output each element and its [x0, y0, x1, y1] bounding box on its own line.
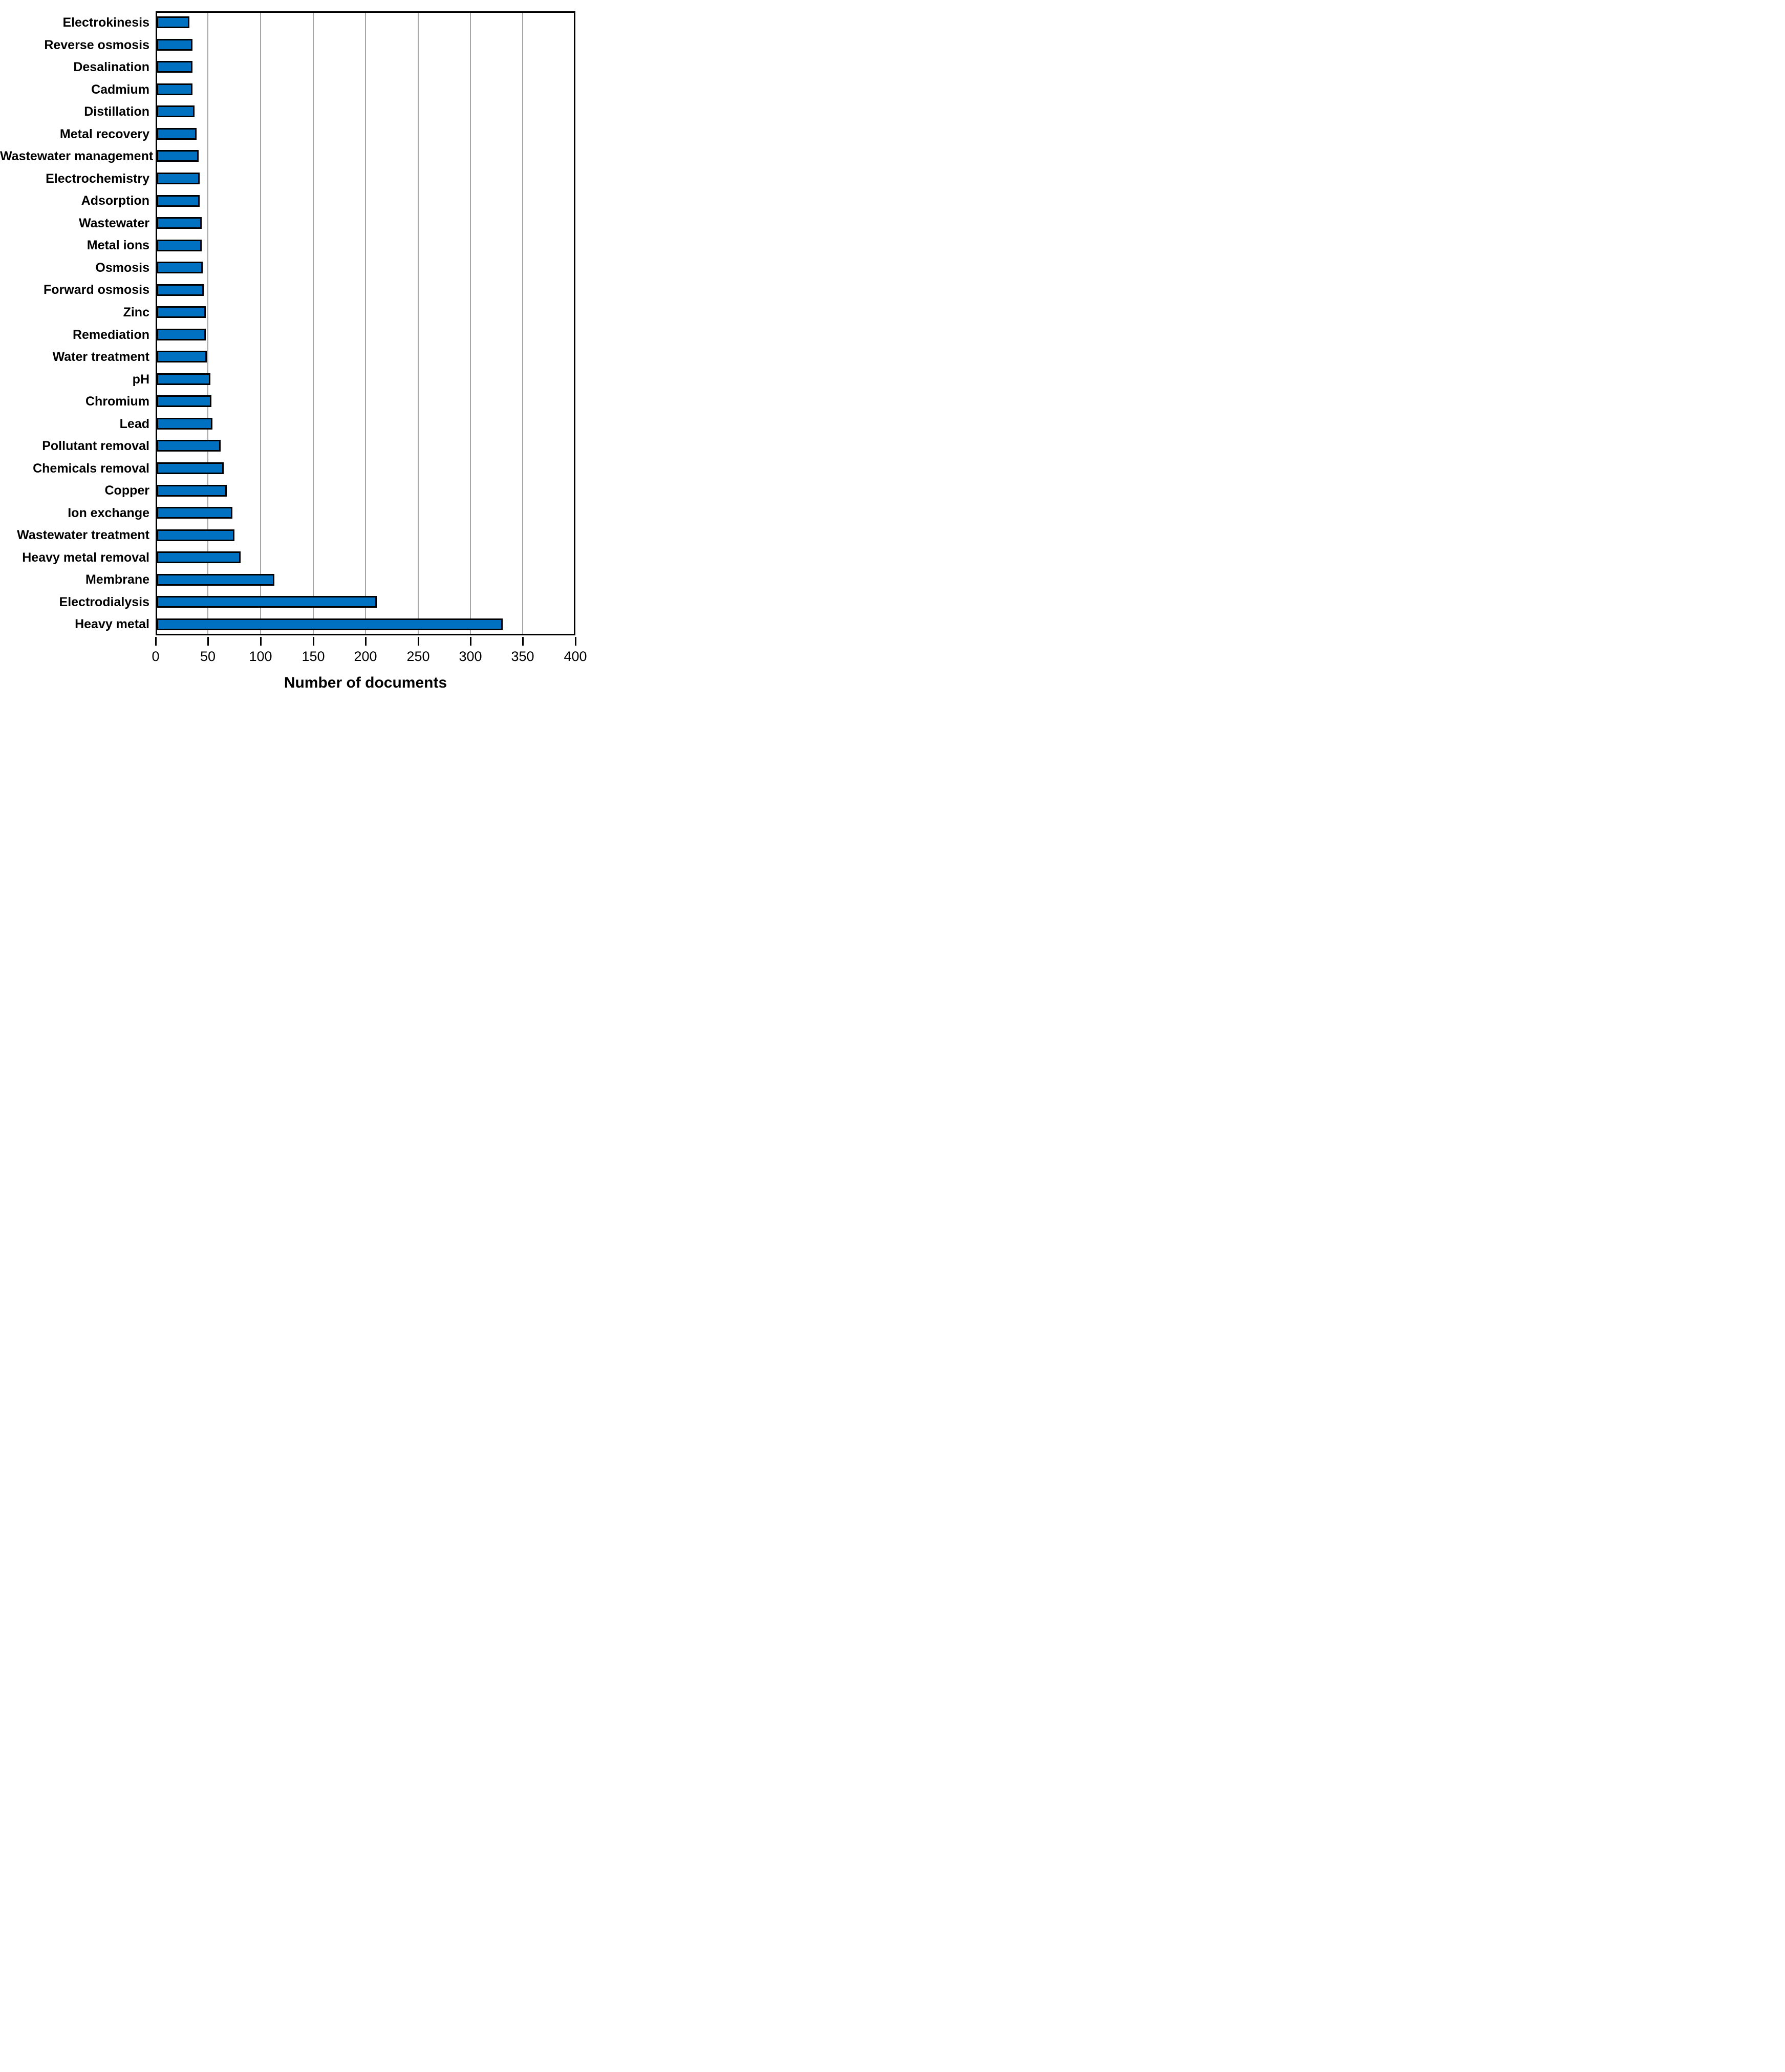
bar-metal-recovery: [157, 128, 197, 140]
bar-osmosis: [157, 262, 203, 273]
bar-chemicals-removal: [157, 462, 224, 474]
bar-chromium: [157, 395, 211, 407]
x-tick-label-250: 250: [406, 649, 430, 664]
category-label-ion-exchange: Ion exchange: [68, 506, 149, 520]
category-label-heavy-metal: Heavy metal: [75, 617, 149, 631]
bar-wastewater-management: [157, 150, 199, 162]
gridline-200: [365, 13, 366, 634]
bar-reverse-osmosis: [157, 39, 192, 51]
category-label-zinc: Zinc: [123, 305, 149, 319]
gridline-250: [418, 13, 419, 634]
category-label-water-treatment: Water treatment: [52, 350, 149, 364]
x-tick-label-200: 200: [354, 649, 377, 664]
bar-copper: [157, 485, 227, 497]
category-label-osmosis: Osmosis: [95, 261, 149, 275]
category-label-electrochemistry: Electrochemistry: [46, 172, 149, 186]
gridline-350: [522, 13, 523, 634]
x-tick-label-50: 50: [200, 649, 216, 664]
bar-ph: [157, 373, 210, 385]
bar-remediation: [157, 329, 206, 340]
bar-metal-ions: [157, 240, 202, 251]
x-tick-label-100: 100: [249, 649, 272, 664]
bar-heavy-metal: [157, 618, 503, 630]
category-label-wastewater: Wastewater: [78, 216, 149, 230]
category-label-forward-osmosis: Forward osmosis: [44, 283, 149, 297]
bar-membrane: [157, 574, 274, 586]
category-label-desalination: Desalination: [73, 60, 149, 74]
bar-forward-osmosis: [157, 284, 204, 296]
bar-zinc: [157, 306, 206, 318]
category-label-remediation: Remediation: [72, 328, 149, 342]
plot-area: [156, 11, 575, 635]
category-label-reverse-osmosis: Reverse osmosis: [44, 38, 149, 52]
x-tick-mark-350: [522, 637, 524, 646]
bar-wastewater-treatment: [157, 529, 234, 541]
category-label-wastewater-treatment: Wastewater treatment: [17, 528, 149, 542]
x-tick-mark-0: [155, 637, 157, 646]
x-tick-mark-400: [575, 637, 576, 646]
bar-distillation: [157, 105, 195, 117]
x-tick-mark-100: [260, 637, 262, 646]
bar-electrodialysis: [157, 596, 377, 608]
bar-cadmium: [157, 83, 192, 95]
x-tick-mark-250: [418, 637, 419, 646]
bar-pollutant-removal: [157, 440, 221, 452]
category-label-lead: Lead: [119, 417, 149, 431]
category-label-copper: Copper: [104, 483, 150, 498]
x-axis-title: Number of documents: [284, 674, 447, 691]
category-label-metal-recovery: Metal recovery: [59, 127, 149, 141]
x-tick-label-0: 0: [152, 649, 160, 664]
category-label-electrokinesis: Electrokinesis: [62, 15, 149, 30]
bar-heavy-metal-removal: [157, 551, 241, 563]
x-tick-mark-200: [365, 637, 367, 646]
gridline-50: [207, 13, 208, 634]
category-label-ph: pH: [132, 372, 149, 387]
bar-water-treatment: [157, 351, 207, 362]
bar-electrochemistry: [157, 173, 200, 184]
category-label-cadmium: Cadmium: [91, 82, 149, 97]
category-label-chromium: Chromium: [85, 394, 149, 409]
category-axis-labels: Electrokinesis Reverse osmosis Desalinatio…: [0, 11, 156, 635]
bar-adsorption: [157, 195, 200, 207]
bar-wastewater: [157, 217, 202, 229]
x-tick-mark-300: [470, 637, 471, 646]
x-tick-label-300: 300: [459, 649, 482, 664]
bar-desalination: [157, 61, 192, 73]
x-tick-label-150: 150: [302, 649, 325, 664]
category-label-electrodialysis: Electrodialysis: [59, 595, 149, 609]
category-label-pollutant-removal: Pollutant removal: [42, 439, 149, 453]
gridline-300: [470, 13, 471, 634]
x-tick-label-400: 400: [564, 649, 587, 664]
x-tick-label-350: 350: [511, 649, 534, 664]
bar-lead: [157, 418, 212, 430]
bar-electrokinesis: [157, 16, 189, 28]
category-label-adsorption: Adsorption: [81, 194, 149, 208]
category-label-distillation: Distillation: [84, 104, 149, 119]
gridline-150: [313, 13, 314, 634]
category-label-metal-ions: Metal ions: [87, 238, 149, 252]
bar-ion-exchange: [157, 507, 232, 519]
x-tick-mark-50: [207, 637, 209, 646]
category-label-wastewater-management: Wastewater management: [0, 149, 154, 163]
category-label-chemicals-removal: Chemicals removal: [33, 461, 149, 476]
bar-chart-figure: Electrokinesis Reverse osmosis Desalinatio…: [0, 0, 595, 691]
x-tick-mark-150: [313, 637, 314, 646]
category-label-heavy-metal-removal: Heavy metal removal: [22, 550, 149, 565]
category-label-membrane: Membrane: [85, 572, 149, 587]
gridline-100: [260, 13, 261, 634]
